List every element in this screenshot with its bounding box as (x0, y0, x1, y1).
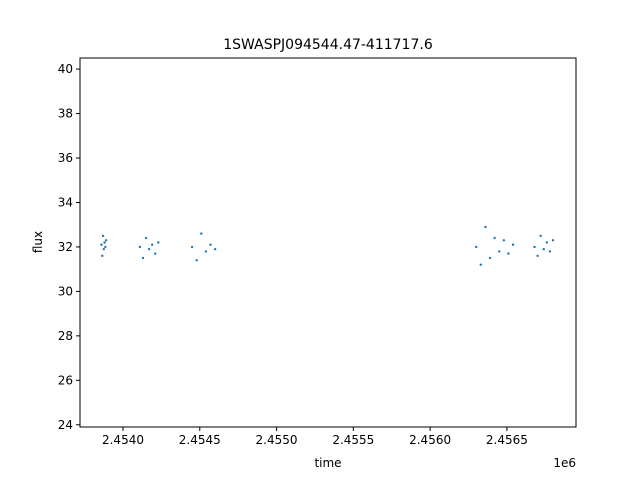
data-point (551, 239, 555, 242)
data-point (144, 236, 148, 240)
y-tick-label: 26 (58, 373, 73, 387)
y-tick-label: 28 (58, 329, 73, 343)
data-point (200, 232, 203, 235)
data-point (484, 225, 487, 229)
data-point (474, 245, 478, 249)
x-tick-label: 2.4555 (332, 433, 374, 447)
data-point (209, 243, 212, 246)
x-tick-label: 2.4565 (486, 433, 528, 447)
data-point (536, 254, 539, 258)
data-point (502, 239, 506, 242)
y-tick-label: 36 (58, 151, 73, 165)
data-point (493, 236, 496, 240)
data-point (157, 241, 160, 244)
data-point (545, 241, 549, 244)
data-point (154, 252, 157, 255)
data-point (138, 245, 142, 249)
scatter-points (100, 225, 555, 266)
data-point (479, 263, 482, 266)
data-point (150, 243, 154, 246)
data-point (533, 245, 536, 249)
data-point (101, 234, 105, 238)
data-point (542, 247, 545, 251)
y-tick-label: 34 (58, 195, 73, 209)
data-point (507, 252, 510, 255)
data-point (101, 254, 104, 258)
x-axis-label: time (314, 456, 341, 470)
x-tick-label: 2.4550 (256, 433, 298, 447)
data-point (498, 250, 501, 253)
y-tick-label: 24 (58, 418, 73, 432)
data-point (141, 256, 145, 260)
data-point (195, 259, 198, 262)
x-axis-offset-label: 1e6 (553, 456, 576, 470)
data-point (147, 247, 151, 251)
y-tick-label: 38 (58, 107, 73, 121)
x-tick-label: 2.4540 (102, 433, 144, 447)
data-point (511, 243, 515, 246)
plot-frame (79, 57, 577, 428)
data-point (103, 241, 106, 244)
data-point (204, 250, 208, 253)
x-tick-label: 2.4545 (179, 433, 221, 447)
data-point (100, 243, 103, 246)
data-point (539, 234, 542, 238)
data-point (102, 247, 106, 251)
y-tick-label: 32 (58, 240, 73, 254)
y-axis-label: flux (31, 231, 45, 253)
y-tick-label: 30 (58, 284, 73, 298)
data-point (488, 256, 492, 260)
data-point (213, 247, 217, 251)
x-tick-label: 2.4560 (409, 433, 451, 447)
x-axis-ticks: 2.4540 2.4545 2.4550 2.4555 2.4560 2.4565 (102, 427, 528, 447)
data-point (190, 245, 194, 249)
data-point (548, 250, 552, 253)
data-point (104, 239, 108, 242)
data-point (104, 245, 107, 249)
y-tick-label: 40 (58, 62, 73, 76)
chart-title: 1SWASPJ094544.47-411717.6 (223, 37, 433, 53)
y-axis-ticks: 24 26 28 30 32 34 36 38 40 (58, 62, 80, 432)
